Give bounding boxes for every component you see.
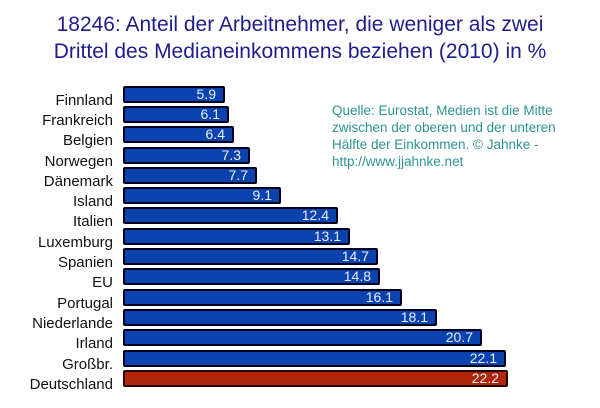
source-line: zwischen der oberen und der unteren xyxy=(332,120,556,135)
bar: 22.1 xyxy=(123,349,506,367)
bar: 5.9 xyxy=(123,85,225,103)
value-label: 14.8 xyxy=(343,268,371,285)
value-label: 7.3 xyxy=(221,146,241,163)
bar: 18.1 xyxy=(123,308,437,326)
category-label: Niederlande xyxy=(32,314,113,332)
chart-row: Deutschland 22.2 xyxy=(0,368,600,393)
bar: 7.7 xyxy=(123,166,257,184)
category-label: Island xyxy=(72,193,113,211)
source-line: Quelle: Eurostat, Medien ist die Mitte xyxy=(332,103,553,118)
chart-row: Belgien 6.4 xyxy=(0,125,600,149)
category-label: Portugal xyxy=(57,294,113,312)
value-label: 13.1 xyxy=(313,227,341,244)
value-label: 9.1 xyxy=(252,187,272,204)
chart-row: Finnland 5.9 xyxy=(0,84,600,109)
chart-row: Italien 12.4 xyxy=(0,206,600,230)
chart-row: Niederlande 18.1 xyxy=(0,307,600,332)
bar: 14.7 xyxy=(123,248,378,266)
chart-row: Dänemark 7.7 xyxy=(0,165,600,190)
chart-title-line1: 18246: Anteil der Arbeitnehmer, die weni… xyxy=(56,13,544,36)
value-label: 20.7 xyxy=(445,329,473,346)
bar: 20.7 xyxy=(123,329,482,347)
value-label: 16.1 xyxy=(365,288,393,305)
category-label: Großbr. xyxy=(62,355,113,373)
chart-row: Spanien 14.7 xyxy=(0,246,600,271)
bar: 14.8 xyxy=(123,268,380,286)
bar: 9.1 xyxy=(123,187,281,205)
bar: 22.2 xyxy=(123,369,508,387)
value-label: 6.4 xyxy=(205,126,225,143)
bar: 6.1 xyxy=(123,105,229,123)
category-label: Finnland xyxy=(55,91,113,109)
chart-title-line2: Drittel des Medianeinkommens beziehen (2… xyxy=(53,40,547,63)
category-label: Dänemark xyxy=(43,172,113,190)
category-label: Belgien xyxy=(62,132,113,150)
chart-row: Portugal 16.1 xyxy=(0,287,600,312)
chart-row: Norwegen 7.3 xyxy=(0,145,600,170)
bar: 6.4 xyxy=(123,126,234,144)
category-label: Irland xyxy=(75,335,113,353)
bar-chart: Finnland 5.9 Frankreich 6.1 Belgien 6.4 … xyxy=(0,84,600,393)
category-label: Luxemburg xyxy=(37,233,113,251)
source-note: Quelle: Eurostat, Medien ist die Mitte z… xyxy=(332,102,556,170)
chart-row: Großbr. 22.1 xyxy=(0,348,600,373)
bar: 13.1 xyxy=(123,227,350,245)
chart-title: 18246: Anteil der Arbeitnehmer, die weni… xyxy=(0,11,600,65)
value-label: 5.9 xyxy=(196,85,216,102)
chart-row: Luxemburg 13.1 xyxy=(0,226,600,251)
source-url: http://www.jjahnke.net xyxy=(332,154,464,169)
value-label: 18.1 xyxy=(400,308,428,325)
category-label: Deutschland xyxy=(29,375,113,393)
bar: 12.4 xyxy=(123,207,338,225)
category-label: Frankreich xyxy=(42,111,113,129)
value-label: 22.1 xyxy=(469,349,497,366)
bar: 7.3 xyxy=(123,146,250,164)
chart-row: Irland 20.7 xyxy=(0,328,600,352)
value-label: 7.7 xyxy=(228,166,248,183)
value-label: 12.4 xyxy=(301,207,329,224)
category-label: Italien xyxy=(72,213,113,231)
category-label: Norwegen xyxy=(44,152,113,170)
category-label: Spanien xyxy=(57,254,113,272)
chart-row: Frankreich 6.1 xyxy=(0,104,600,129)
value-label: 14.7 xyxy=(341,248,369,265)
chart-row: Island 9.1 xyxy=(0,185,600,210)
bar: 16.1 xyxy=(123,288,402,306)
source-line: Hälfte der Einkommen. © Jahnke - xyxy=(332,137,539,152)
category-label: EU xyxy=(92,274,113,292)
value-label: 22.2 xyxy=(471,369,499,386)
value-label: 6.1 xyxy=(200,105,220,122)
chart-row: EU 14.8 xyxy=(0,267,600,291)
